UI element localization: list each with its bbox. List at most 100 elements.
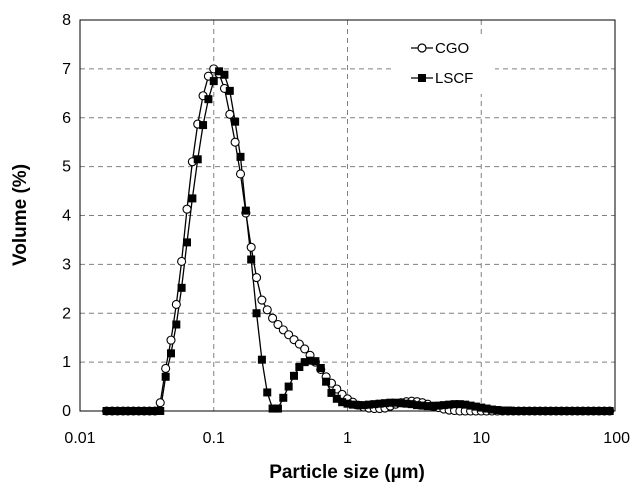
data-point-lscf xyxy=(600,407,609,415)
data-point-lscf xyxy=(594,407,603,415)
legend-label-lscf: LSCF xyxy=(435,70,473,87)
data-point-lscf xyxy=(391,398,400,407)
data-point-lscf xyxy=(525,407,534,415)
data-point-lscf xyxy=(327,388,336,397)
x-axis-title: Particle size (µm) xyxy=(269,462,425,483)
data-point-lscf xyxy=(354,401,363,410)
x-tick-label: 0.1 xyxy=(203,430,225,447)
data-point-lscf xyxy=(295,363,304,372)
data-point-lscf xyxy=(263,388,272,397)
data-point-lscf xyxy=(584,407,593,415)
data-point-lscf xyxy=(434,401,443,410)
data-point-lscf xyxy=(407,400,416,409)
y-tick-label: 6 xyxy=(62,110,71,127)
data-point-lscf xyxy=(316,363,325,372)
x-tick-label: 1 xyxy=(343,430,352,447)
data-point-lscf xyxy=(364,400,373,409)
data-point-lscf xyxy=(589,407,598,415)
legend-label-cgo: CGO xyxy=(435,40,469,57)
data-point-lscf xyxy=(343,399,352,408)
data-point-lscf xyxy=(423,402,432,411)
data-point-lscf xyxy=(536,407,545,415)
data-point-lscf xyxy=(225,86,234,95)
data-point-lscf xyxy=(273,404,282,413)
x-tick-label: 10 xyxy=(472,430,490,447)
data-point-lscf xyxy=(188,194,197,203)
x-tick-label: 0.01 xyxy=(64,430,95,447)
data-point-cgo xyxy=(257,295,267,305)
data-point-lscf xyxy=(509,407,518,415)
grid-lines xyxy=(80,20,615,411)
data-point-lscf xyxy=(306,356,315,365)
data-point-lscf xyxy=(134,407,143,415)
data-point-cgo xyxy=(268,313,278,323)
data-point-lscf xyxy=(380,399,389,408)
data-point-lscf xyxy=(119,407,128,415)
data-point-lscf xyxy=(397,399,406,408)
data-point-lscf xyxy=(209,77,218,86)
data-point-lscf xyxy=(300,358,309,367)
legend-marker-cgo xyxy=(417,43,427,53)
y-tick-label: 3 xyxy=(62,256,71,273)
data-point-lscf xyxy=(477,403,486,412)
data-point-lscf xyxy=(150,407,159,415)
data-point-lscf xyxy=(220,70,229,79)
data-point-lscf xyxy=(429,402,438,411)
data-point-lscf xyxy=(140,407,149,415)
data-point-lscf xyxy=(257,355,266,364)
y-tick-label: 2 xyxy=(62,305,71,322)
data-point-lscf xyxy=(183,238,192,247)
data-point-lscf xyxy=(348,400,357,409)
data-point-cgo xyxy=(262,305,272,315)
y-tick-label: 0 xyxy=(62,403,71,420)
data-point-lscf xyxy=(418,401,427,410)
data-point-lscf xyxy=(514,407,523,415)
data-point-lscf xyxy=(113,407,122,415)
data-point-cgo xyxy=(182,204,192,214)
data-point-lscf xyxy=(284,382,293,391)
data-point-lscf xyxy=(338,398,347,407)
x-tick-label: 100 xyxy=(603,430,630,447)
data-point-lscf xyxy=(370,400,379,409)
data-point-lscf xyxy=(289,371,298,380)
data-point-lscf xyxy=(466,401,475,410)
data-point-lscf xyxy=(359,401,368,410)
data-point-lscf xyxy=(145,407,154,415)
data-point-lscf xyxy=(247,255,256,264)
data-point-lscf xyxy=(520,407,529,415)
data-point-lscf xyxy=(332,394,341,403)
data-point-lscf xyxy=(482,404,491,413)
y-tick-label: 1 xyxy=(62,354,71,371)
data-point-lscf xyxy=(268,404,277,413)
data-point-lscf xyxy=(552,407,561,415)
data-point-lscf xyxy=(279,393,288,402)
data-point-cgo xyxy=(155,398,165,408)
data-point-lscf xyxy=(386,398,395,407)
data-point-cgo xyxy=(225,109,235,119)
data-point-lscf xyxy=(445,400,454,409)
data-point-lscf xyxy=(487,405,496,414)
data-point-lscf xyxy=(568,407,577,415)
y-tick-labels: 0 1 2 3 4 5 6 7 8 xyxy=(62,12,71,420)
data-point-lscf xyxy=(161,372,170,381)
y-tick-label: 4 xyxy=(62,208,71,225)
legend: CGO LSCF xyxy=(395,34,495,94)
data-point-cgo xyxy=(171,299,181,310)
legend-box xyxy=(395,34,495,94)
y-tick-label: 5 xyxy=(62,159,71,176)
data-point-lscf xyxy=(252,309,261,318)
data-point-lscf xyxy=(172,320,181,329)
data-point-lscf xyxy=(156,407,165,415)
y-tick-label: 8 xyxy=(62,12,71,29)
data-point-lscf xyxy=(605,407,614,415)
data-point-lscf xyxy=(541,407,550,415)
data-point-lscf xyxy=(322,377,331,386)
data-point-lscf xyxy=(493,406,502,415)
data-point-lscf xyxy=(241,206,250,215)
data-point-lscf xyxy=(108,407,117,415)
data-point-lscf xyxy=(215,67,224,76)
data-point-lscf xyxy=(236,152,245,161)
data-point-lscf xyxy=(204,95,213,104)
data-point-lscf xyxy=(124,407,133,415)
